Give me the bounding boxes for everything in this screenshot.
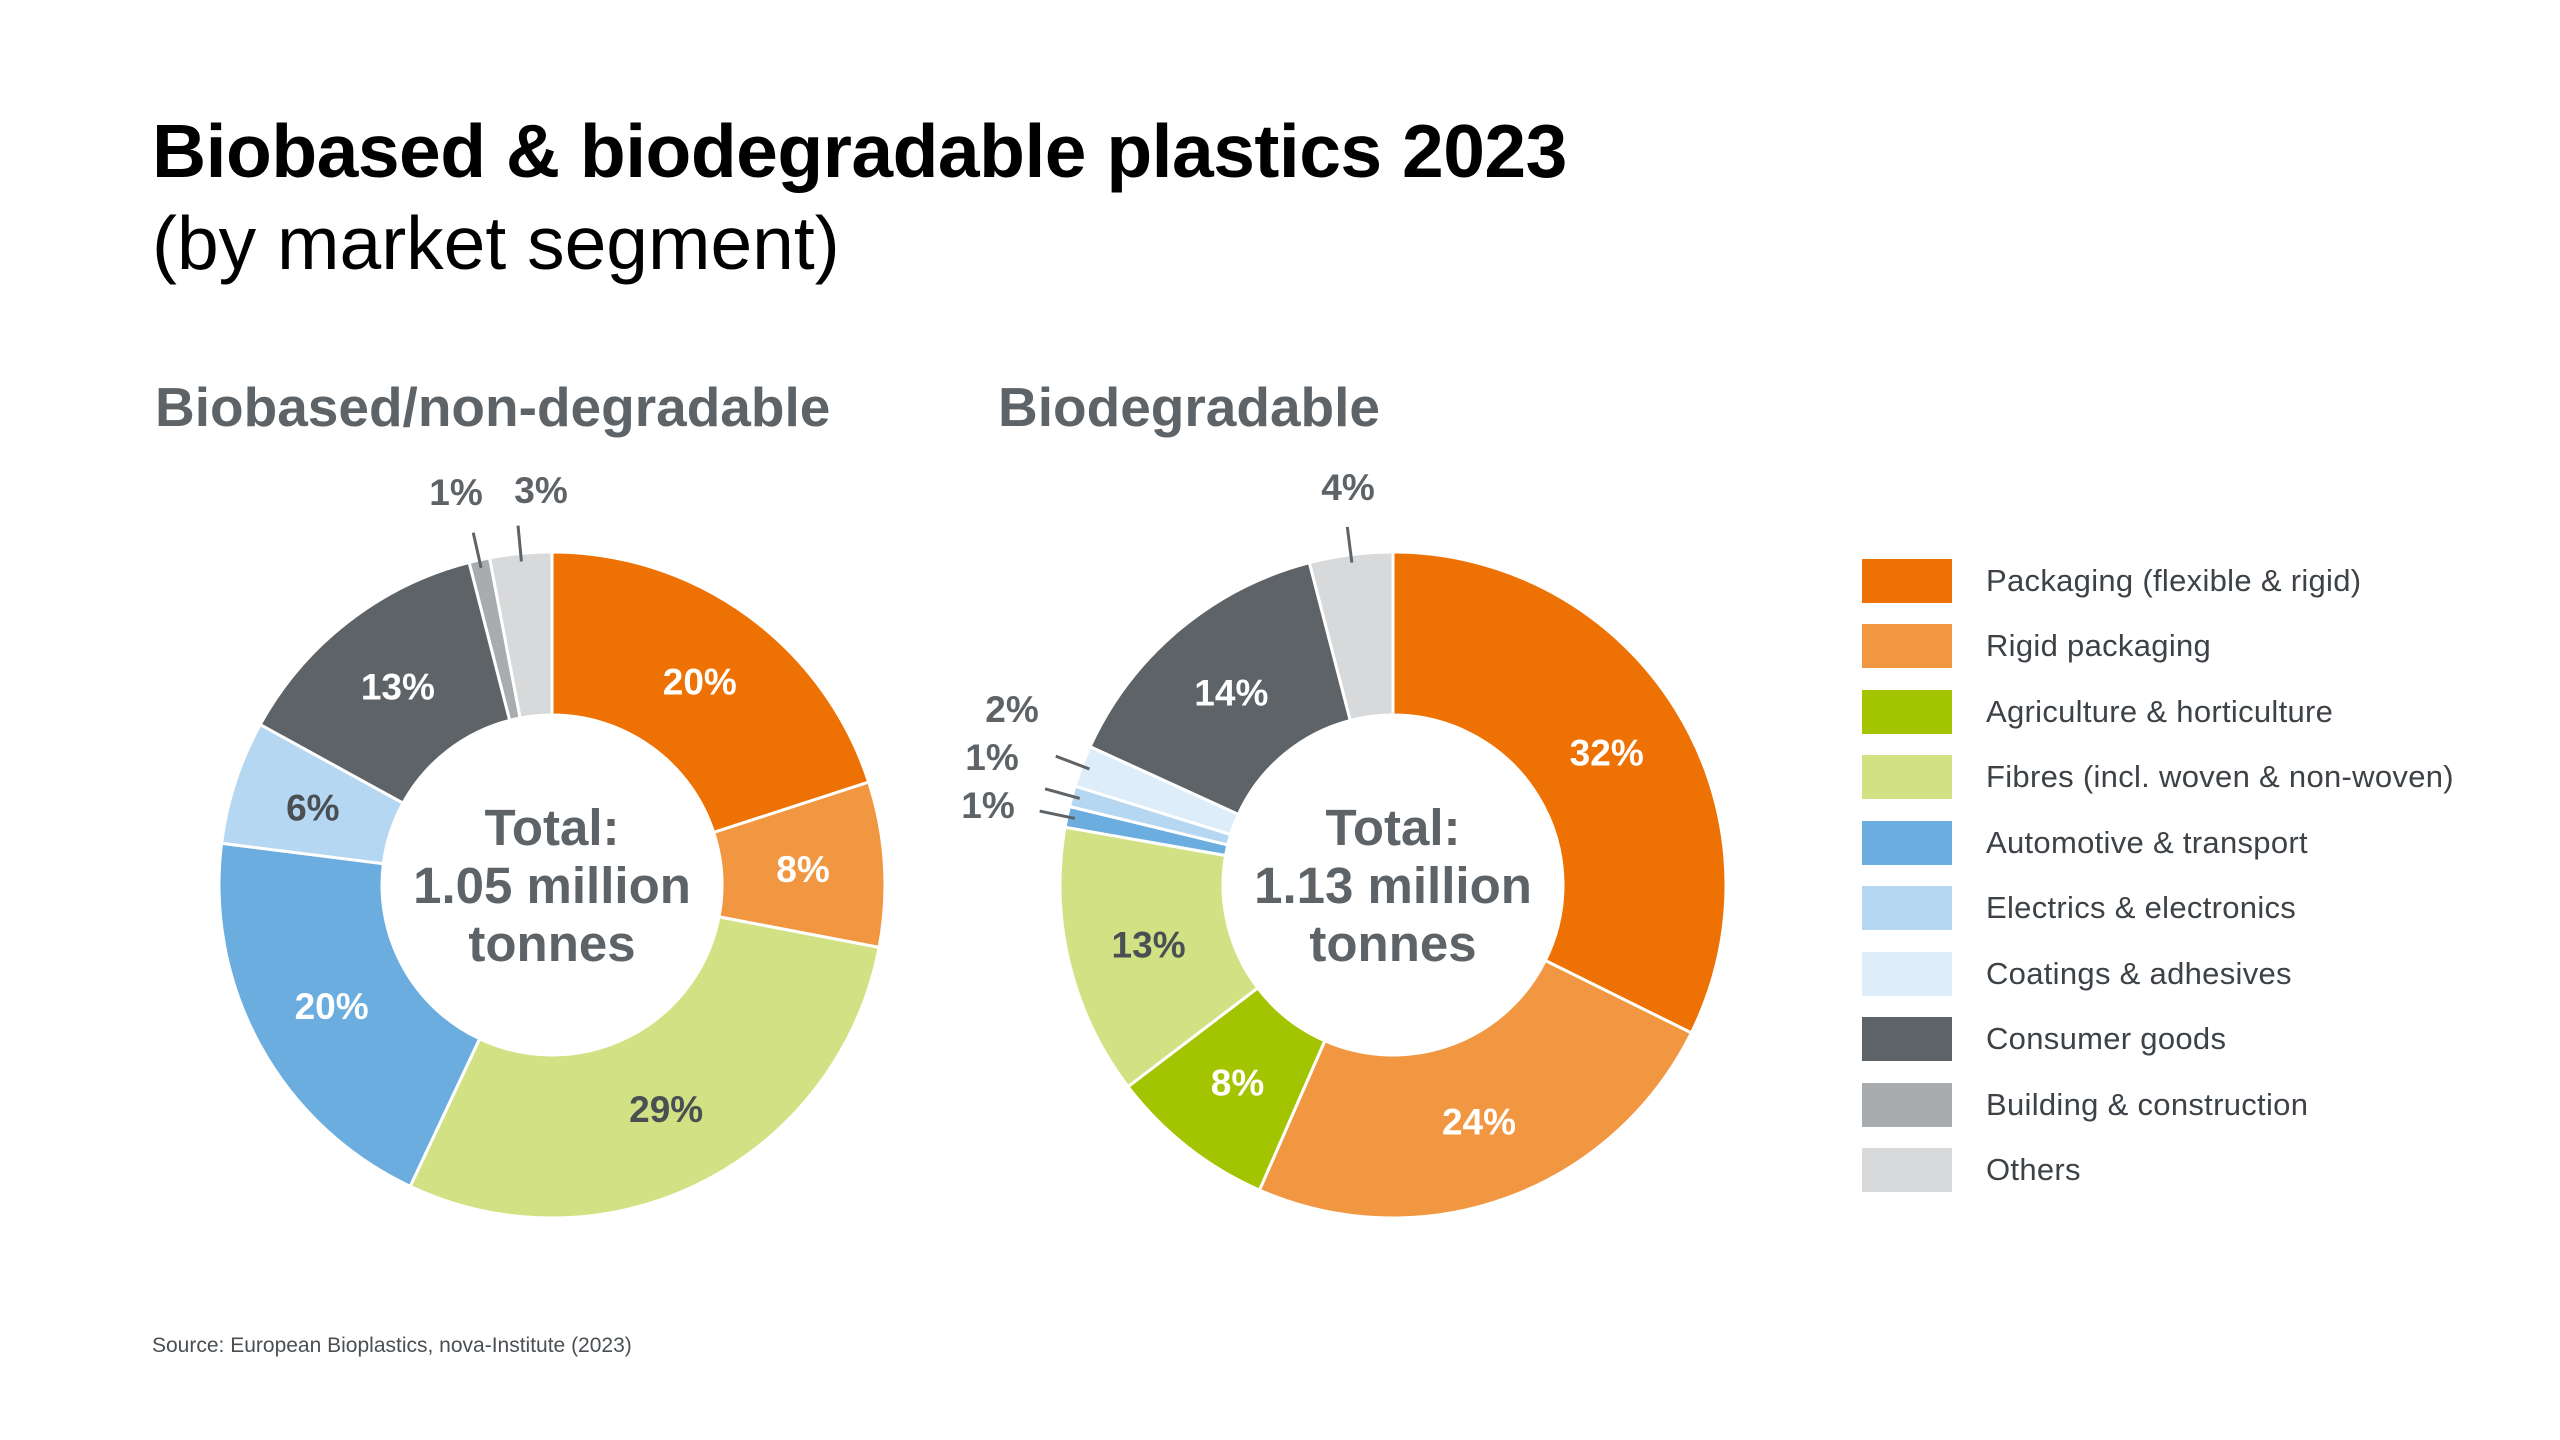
- slice-label: 13%: [361, 666, 435, 707]
- legend-label: Fibres (incl. woven & non-woven): [1986, 759, 2454, 795]
- page-subtitle: (by market segment): [152, 201, 840, 285]
- legend-item: Rigid packaging: [1862, 614, 2454, 680]
- callout-line: [1044, 787, 1081, 800]
- center-total-label: 1.05 million: [413, 857, 691, 914]
- page-title: Biobased & biodegradable plastics 2023: [152, 109, 1567, 193]
- callout-line: [1055, 754, 1090, 771]
- donut-slice: [258, 560, 512, 806]
- legend-swatch: [1862, 558, 1952, 603]
- slice-label: 1%: [965, 737, 1018, 778]
- legend-swatch: [1862, 624, 1952, 669]
- slice-label: 14%: [1194, 672, 1268, 713]
- center-total-label: tonnes: [1309, 915, 1476, 972]
- source-note: Source: European Bioplastics, nova-Insti…: [152, 1334, 632, 1357]
- donut-slice: [550, 550, 871, 835]
- legend-item: Electrics & electronics: [1862, 876, 2454, 942]
- legend-item: Automotive & transport: [1862, 810, 2454, 876]
- callout-line: [471, 532, 483, 569]
- slice-label: 8%: [1211, 1063, 1264, 1104]
- slice-label: 29%: [629, 1089, 703, 1130]
- center-total-label: Total:: [1325, 799, 1460, 856]
- legend-item: Fibres (incl. woven & non-woven): [1862, 745, 2454, 811]
- slice-label: 13%: [1112, 924, 1186, 965]
- center-total-label: 1.13 million: [1254, 857, 1532, 914]
- legend-label: Automotive & transport: [1986, 824, 2308, 860]
- slice-label: 20%: [295, 986, 369, 1027]
- legend-item: Coatings & adhesives: [1862, 941, 2454, 1007]
- callout-line: [516, 525, 523, 562]
- donut-slice: [408, 915, 881, 1220]
- slice-label: 4%: [1321, 467, 1374, 508]
- donut-slice: [1088, 560, 1353, 817]
- legend-item: Others: [1862, 1138, 2454, 1204]
- slice-label: 32%: [1570, 732, 1644, 773]
- donut-slice: [1307, 550, 1395, 723]
- legend-label: Coatings & adhesives: [1986, 955, 2292, 991]
- legend-swatch: [1862, 1148, 1952, 1193]
- slice-label: 2%: [985, 689, 1038, 730]
- legend-label: Rigid packaging: [1986, 628, 2212, 664]
- slice-label: 20%: [663, 662, 737, 703]
- legend-label: Agriculture & horticulture: [1986, 693, 2334, 729]
- legend-label: Consumer goods: [1986, 1021, 2227, 1057]
- callout-line: [1039, 809, 1076, 820]
- slice-label: 8%: [776, 849, 829, 890]
- legend-swatch: [1862, 886, 1952, 931]
- legend-swatch: [1862, 755, 1952, 800]
- donut-slice: [217, 841, 482, 1189]
- callout-line: [1345, 526, 1354, 563]
- legend-item: Packaging (flexible & rigid): [1862, 548, 2454, 614]
- legend-swatch: [1862, 1082, 1952, 1127]
- legend-label: Electrics & electronics: [1986, 890, 2297, 926]
- donut-slice: [1058, 825, 1260, 1089]
- legend-item: Building & construction: [1862, 1072, 2454, 1138]
- legend: Packaging (flexible & rigid) Rigid packag…: [1862, 548, 2454, 1203]
- center-total-label: Total:: [484, 799, 619, 856]
- legend-swatch: [1862, 820, 1952, 865]
- chart-title-biobased: Biobased/non-degradable: [155, 376, 831, 438]
- legend-swatch: [1862, 1017, 1952, 1062]
- slice-label: 3%: [514, 470, 567, 511]
- center-total-label: tonnes: [468, 915, 635, 972]
- slice-label: 1%: [429, 472, 482, 513]
- legend-swatch: [1862, 951, 1952, 996]
- legend-label: Building & construction: [1986, 1086, 2309, 1122]
- slice-label: 6%: [286, 787, 339, 828]
- donut-slice: [1257, 958, 1694, 1220]
- legend-swatch: [1862, 689, 1952, 734]
- legend-item: Consumer goods: [1862, 1007, 2454, 1073]
- donut-slice: [487, 550, 554, 720]
- legend-label: Others: [1986, 1152, 2081, 1188]
- slice-label: 1%: [961, 785, 1014, 826]
- chart-title-biodegradable: Biodegradable: [998, 376, 1381, 438]
- legend-item: Agriculture & horticulture: [1862, 679, 2454, 745]
- donut-slice: [1391, 550, 1728, 1035]
- slice-label: 24%: [1442, 1101, 1516, 1142]
- legend-label: Packaging (flexible & rigid): [1986, 562, 2362, 598]
